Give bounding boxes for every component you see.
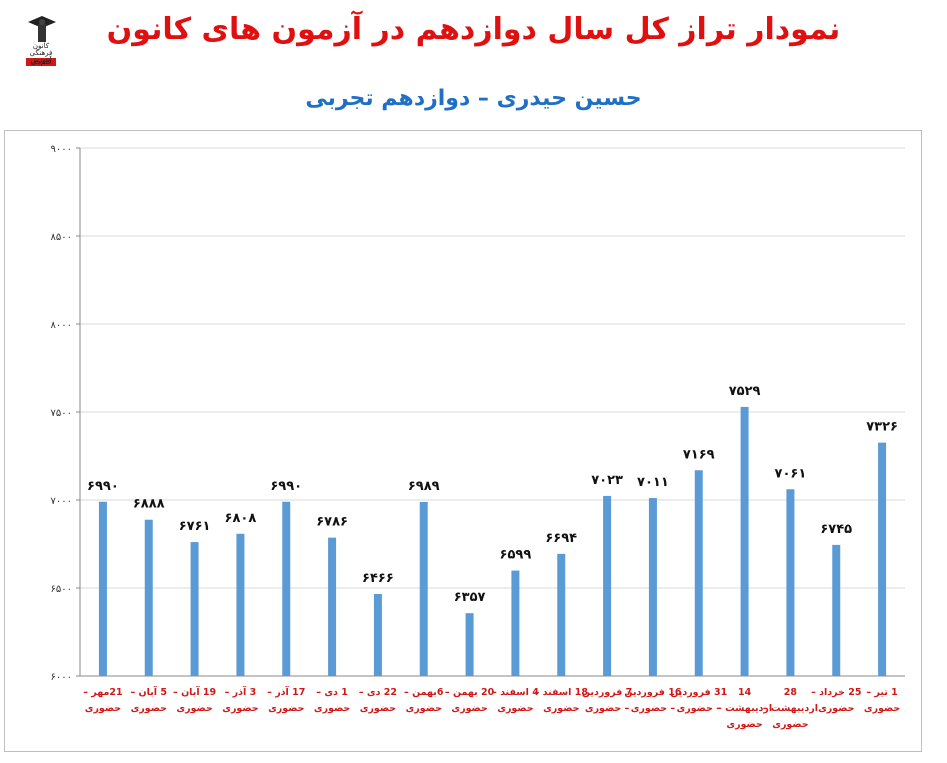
data-label: ۶۷۶۱ [179, 519, 211, 534]
y-tick-label: ۸۵۰۰ [51, 232, 72, 243]
data-label: ۶۷۴۵ [820, 522, 852, 537]
bar [236, 533, 245, 676]
x-tick-label: 14 [738, 687, 752, 698]
x-tick-label: 5 آبان – [131, 685, 168, 698]
x-tick-label: اردیبهشت – [717, 703, 772, 714]
y-tick-label: ۹۰۰۰ [51, 144, 72, 155]
gridlines [76, 147, 905, 677]
x-tick-label: حضوری [543, 703, 579, 714]
y-tick-label: ۷۰۰۰ [51, 496, 72, 507]
data-label: ۷۰۶۱ [775, 466, 807, 481]
x-tick-label: حضوری [497, 703, 533, 714]
logo-text: قلم‌چی [31, 58, 51, 66]
logo-text: کانون [33, 42, 50, 50]
x-tick-label: – حضوری [631, 703, 676, 714]
chart-subtitle: حسین حیدری – دوازدهم تجربی [305, 86, 642, 111]
x-tick-label: 21مهر – [83, 687, 122, 698]
x-tick-label: 7 فروردین [582, 687, 632, 698]
y-axis-ticks: ۶۰۰۰ ۶۵۰۰ ۷۰۰۰ ۷۵۰۰ ۸۰۰۰ ۸۵۰۰ ۹۰۰۰ [51, 144, 72, 683]
x-tick-label: 17 آذر – [267, 685, 305, 698]
x-tick-label: حضوری [726, 719, 762, 730]
bar [419, 501, 428, 676]
data-label: ۶۶۹۴ [545, 531, 577, 546]
chart-frame [4, 130, 922, 752]
bar [648, 498, 657, 676]
x-tick-label: حضوری [772, 719, 808, 730]
x-tick-label: حضوری [818, 703, 854, 714]
bar [328, 537, 337, 676]
x-tick-label: 19 آبان – [173, 685, 216, 698]
bar [694, 470, 703, 676]
bar [557, 553, 566, 676]
data-label: ۷۰۲۳ [591, 473, 623, 488]
y-tick-label: ۶۰۰۰ [51, 672, 72, 683]
x-tick-label: حضوری [864, 703, 900, 714]
x-tick-label: – حضوری [585, 703, 630, 714]
y-tick-label: ۸۰۰۰ [51, 320, 72, 331]
x-tick-label: 25 خرداد – [811, 687, 861, 698]
data-label: ۶۸۰۸ [225, 511, 257, 526]
data-label: ۶۹۸۹ [408, 479, 440, 494]
bar [832, 544, 841, 676]
bar [786, 489, 795, 676]
chart-title: نمودار تراز کل سال دوازدهم در آزمون های … [106, 12, 841, 47]
data-label: ۶۷۸۶ [316, 515, 348, 530]
bar [373, 593, 382, 676]
x-tick-label: حضوری [222, 703, 258, 714]
bar [190, 542, 199, 676]
bar [878, 442, 887, 676]
bar [98, 501, 107, 676]
data-label: ۷۰۱۱ [637, 475, 669, 490]
data-label: ۶۸۸۸ [133, 497, 165, 512]
y-tick-label: ۶۵۰۰ [51, 584, 72, 595]
data-label: ۷۳۲۶ [866, 420, 898, 435]
x-tick-label: 31 فروردین [670, 687, 727, 698]
x-tick-label: 20 بهمن – [445, 687, 495, 698]
data-label: ۶۳۵۷ [454, 590, 486, 605]
x-tick-label: 28 [784, 687, 798, 698]
x-tick-label: حضوری [176, 703, 212, 714]
data-label: ۶۹۹۰ [87, 479, 119, 494]
x-tick-label: حضوری [451, 703, 487, 714]
data-label: ۷۵۲۹ [729, 384, 761, 399]
data-label: ۷۱۶۹ [683, 447, 715, 462]
bars [98, 406, 887, 676]
x-tick-label: حضوری [406, 703, 442, 714]
x-tick-label: 18 اسفند – [535, 687, 589, 698]
data-label: ۶۵۹۹ [500, 548, 532, 563]
data-label: ۶۴۶۶ [362, 571, 394, 586]
x-tick-label: حضوری [268, 703, 304, 714]
data-labels: ۶۹۹۰ ۶۸۸۸ ۶۷۶۱ ۶۸۰۸ ۶۹۹۰ ۶۷۸۶ ۶۴۶۶ ۶۹۸۹ ۶۳۵۷ ۶۵۹۹… [87, 384, 898, 605]
x-tick-label: – حضوری [677, 703, 722, 714]
x-tick-label: 1 تیر – [866, 687, 897, 698]
x-tick-label: حضوری [360, 703, 396, 714]
bar [511, 570, 520, 676]
x-tick-label: 16 فروردین [624, 687, 681, 698]
x-tick-label: 22 دی – [359, 687, 397, 698]
bar [144, 519, 153, 676]
logo-text: فرهنگی [30, 48, 53, 57]
y-tick-label: ۷۵۰۰ [51, 408, 72, 419]
x-tick-label: 3 آذر – [225, 685, 257, 698]
x-tick-label: 1 دی – [316, 687, 348, 698]
x-axis-labels: 21مهر – حضوری 5 آبان – حضوری 19 آبان – حضوری 3… [83, 685, 900, 730]
bar [603, 495, 612, 676]
logo-text: آموزش [30, 55, 52, 64]
x-tick-label: حضوری [85, 703, 121, 714]
x-tick-label: اردیبهشت – [763, 703, 818, 714]
x-tick-label: حضوری [314, 703, 350, 714]
x-tick-label: 6بهمن – [404, 687, 444, 698]
bar [282, 501, 291, 676]
x-tick-label: 4 اسفند – [492, 687, 539, 698]
bar [465, 613, 474, 676]
data-label: ۶۹۹۰ [270, 479, 302, 494]
x-tick-label: حضوری [131, 703, 167, 714]
bar [740, 406, 749, 676]
